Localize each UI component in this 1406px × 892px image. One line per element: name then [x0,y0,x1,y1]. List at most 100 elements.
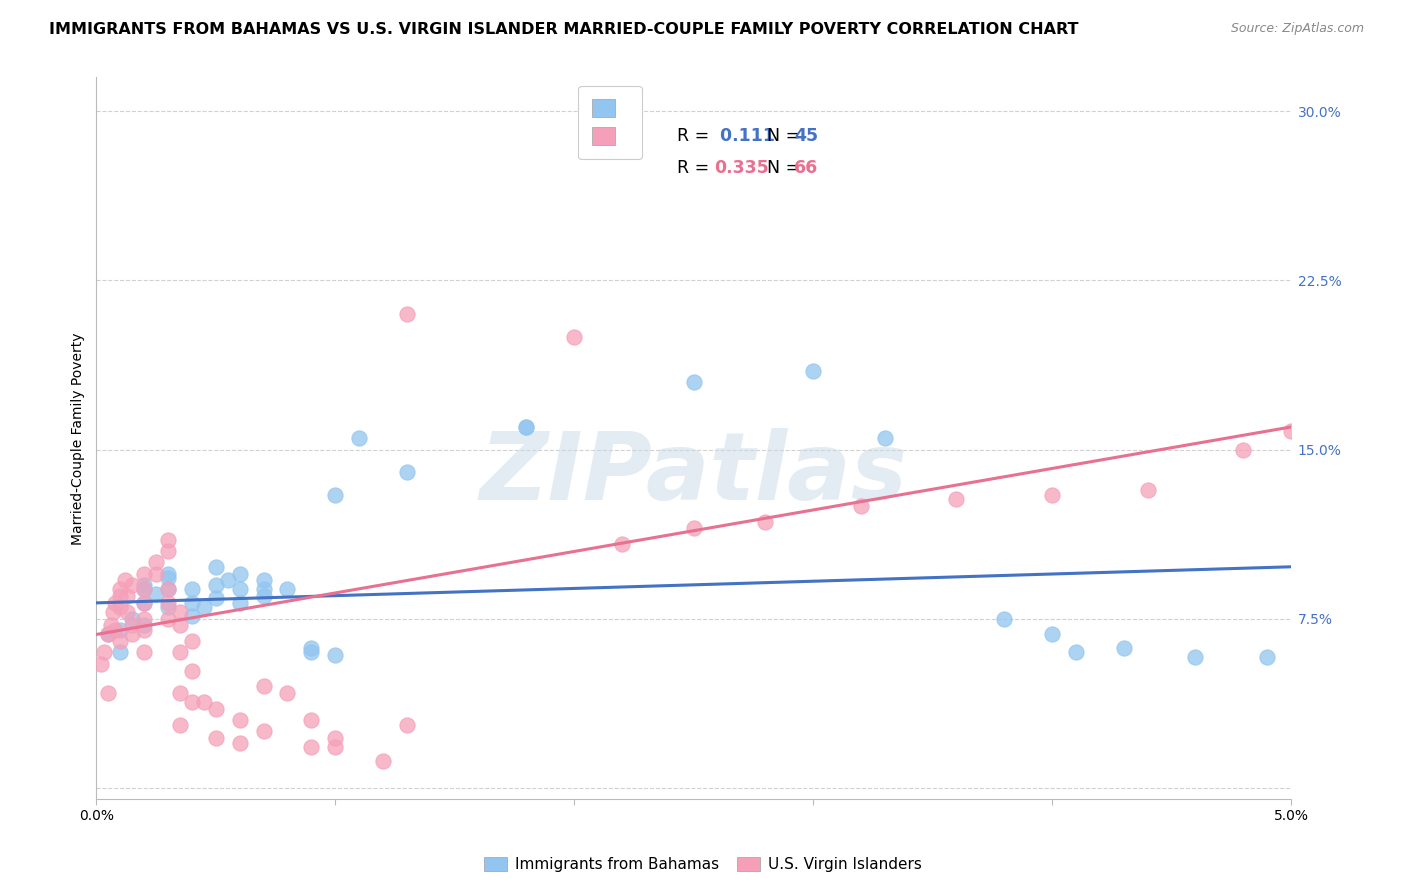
Point [323,731,346,746]
Point [1256,650,1278,665]
Text: IMMIGRANTS FROM BAHAMAS VS U.S. VIRGIN ISLANDER MARRIED-COUPLE FAMILY POVERTY CO: IMMIGRANTS FROM BAHAMAS VS U.S. VIRGIN I… [49,22,1078,37]
Point [193,695,215,709]
Point [134,582,156,597]
Point [204,731,226,746]
Text: N =: N = [768,127,800,145]
Text: 66: 66 [794,159,818,177]
Point [114,574,136,588]
Point [93,645,115,659]
Text: Source: ZipAtlas.com: Source: ZipAtlas.com [1230,22,1364,36]
Point [299,640,322,655]
Point [110,645,132,659]
Point [169,605,191,619]
Legend: , : , [578,86,641,159]
Point [1232,442,1254,457]
Point [323,648,346,662]
Point [181,609,204,624]
Point [217,574,239,588]
Legend: Immigrants from Bahamas, U.S. Virgin Islanders: Immigrants from Bahamas, U.S. Virgin Isl… [477,849,929,880]
Point [371,754,394,768]
Point [228,596,250,610]
Point [134,582,156,597]
Point [347,431,370,445]
Point [117,589,139,603]
Point [110,623,132,637]
Point [252,582,274,597]
Point [252,589,274,603]
Point [181,596,204,610]
Point [228,582,250,597]
Point [145,555,167,569]
Point [145,587,167,601]
Point [945,492,967,507]
Point [515,420,537,434]
Point [134,612,156,626]
Point [252,679,274,693]
Point [157,596,180,610]
Text: R =: R = [678,127,710,145]
Point [252,724,274,739]
Point [204,591,226,606]
Point [181,695,204,709]
Point [181,664,204,678]
Point [169,618,191,632]
Point [157,582,180,597]
Y-axis label: Married-Couple Family Poverty: Married-Couple Family Poverty [72,332,86,544]
Point [97,627,120,641]
Point [117,605,139,619]
Point [100,618,122,632]
Point [110,634,132,648]
Text: R =: R = [678,159,710,177]
Point [1112,640,1135,655]
Point [169,686,191,700]
Point [169,717,191,731]
Point [299,713,322,727]
Text: 0.335: 0.335 [714,159,769,177]
Point [181,582,204,597]
Point [682,521,704,535]
Point [1136,483,1159,497]
Point [145,566,167,581]
Text: N =: N = [768,159,800,177]
Point [134,623,156,637]
Point [993,612,1015,626]
Point [276,582,298,597]
Point [157,600,180,615]
Point [323,488,346,502]
Point [228,736,250,750]
Point [97,627,120,641]
Point [121,627,143,641]
Point [1040,488,1063,502]
Point [1184,650,1206,665]
Point [228,566,250,581]
Point [276,686,298,700]
Point [157,566,180,581]
Point [169,645,191,659]
Point [110,600,132,615]
Point [395,717,418,731]
Point [873,431,896,445]
Point [134,596,156,610]
Point [682,375,704,389]
Point [299,740,322,755]
Point [121,612,143,626]
Point [157,544,180,558]
Point [121,618,143,632]
Point [610,537,633,551]
Point [110,589,132,603]
Point [299,645,322,659]
Point [121,578,143,592]
Text: 0.111: 0.111 [714,127,775,145]
Point [97,686,120,700]
Point [204,559,226,574]
Point [193,600,215,615]
Point [515,420,537,434]
Point [228,713,250,727]
Text: 45: 45 [794,127,818,145]
Point [849,499,872,513]
Point [157,571,180,585]
Point [157,582,180,597]
Point [157,612,180,626]
Point [395,465,418,479]
Point [1040,627,1063,641]
